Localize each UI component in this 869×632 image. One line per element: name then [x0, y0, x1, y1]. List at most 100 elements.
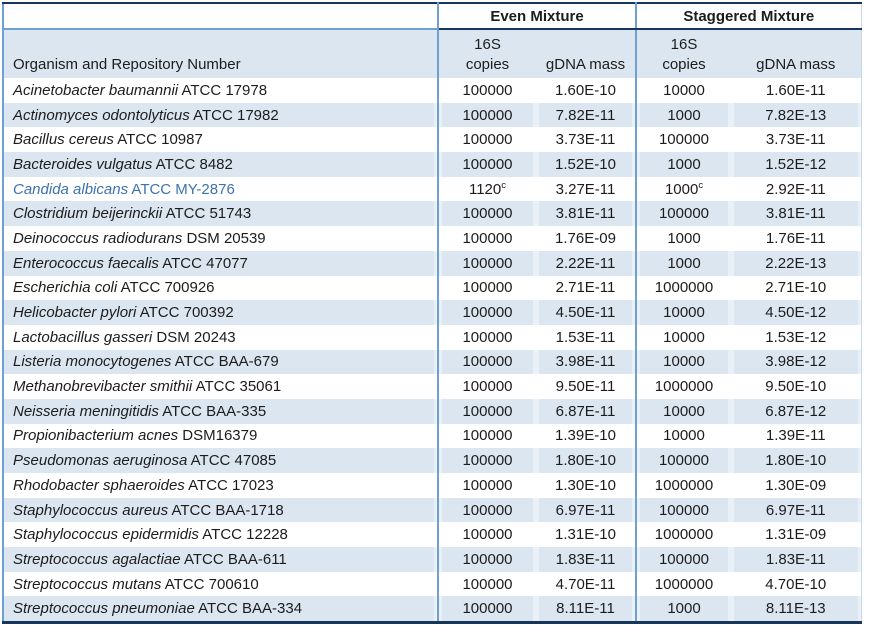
cell-value: 1.39E-11: [765, 427, 826, 445]
cell-value: 100000: [462, 452, 513, 470]
cell-value: 3.81E-11: [555, 205, 616, 223]
even-copies-cell: 100000: [437, 275, 536, 301]
table-row: Deinococcus radiodurans DSM 20539 100000 1…: [3, 226, 861, 251]
table-row: Streptococcus mutans ATCC 700610 100000 4.…: [3, 571, 861, 597]
organism-name: Staphylococcus epidermidis: [13, 526, 199, 544]
even-copies-cell: 100000: [437, 423, 536, 449]
even-gdna-cell: 6.87E-11: [536, 398, 636, 424]
cell-value: 100000: [462, 575, 513, 593]
staggered-copies-cell: 10000: [635, 78, 731, 103]
staggered-gdna-cell: 1.31E-09: [731, 522, 861, 547]
cell-value: 1.76E-09: [555, 229, 616, 247]
even-copies-cell: 100000: [437, 448, 536, 473]
even-gdna-cell: 3.27E-11: [536, 177, 636, 202]
staggered-copies-cell: 1000000: [635, 522, 731, 548]
staggered-gdna-cell: 4.70E-10: [731, 572, 861, 597]
staggered-gdna-cell: 4.50E-12: [731, 300, 861, 325]
repository-number: ATCC 47077: [162, 254, 248, 272]
repository-number: ATCC BAA-679: [174, 353, 279, 371]
table-row: Enterococcus faecalis ATCC 47077 100000 2.…: [3, 250, 861, 276]
repository-number: ATCC 700392: [139, 304, 234, 322]
even-copies-cell: 100000: [437, 324, 536, 350]
cell-value: 1000000: [654, 476, 714, 494]
copies-label: copies: [465, 55, 510, 73]
organism-cell: Methanobrevibacter smithii ATCC 35061: [3, 374, 438, 399]
staggered-gdna-cell: 1.80E-10: [731, 448, 861, 473]
staggered-gdna-cell: 1.83E-11: [731, 547, 861, 572]
table-row: Bacillus cereus ATCC 10987 100000 3.73E-11…: [3, 127, 861, 153]
repository-number: ATCC 17982: [193, 106, 279, 124]
cell-value: 3.27E-11: [555, 180, 616, 198]
cell-value: 7.82E-13: [765, 106, 827, 124]
table-row: Actinomyces odontolyticus ATCC 17982 1000…: [3, 102, 861, 128]
even-copies-cell: 100000: [437, 152, 536, 177]
even-gdna-cell: 1.83E-11: [536, 547, 636, 572]
even-gdna-cell: 2.22E-11: [536, 250, 636, 276]
cell-value: 4.50E-12: [765, 304, 827, 322]
cell-value: 1.30E-10: [555, 476, 616, 494]
cell-value: 4.70E-10: [765, 575, 827, 593]
repository-number: ATCC 10987: [117, 131, 203, 149]
cell-value: 3.81E-11: [765, 205, 826, 223]
cell-value: 8.11E-13: [765, 600, 826, 618]
gdna-mass-label: gDNA mass: [545, 55, 626, 73]
even-gdna-cell: 7.82E-11: [536, 102, 636, 128]
staggered-copies-cell: 1000000: [635, 275, 731, 301]
repository-number: DSM 20539: [186, 229, 266, 247]
cell-value: 1.76E-11: [765, 229, 826, 247]
staggered-gdna-cell: 1.39E-11: [731, 424, 861, 449]
organism-name: Deinococcus radiodurans: [13, 229, 183, 247]
organism-cell: Enterococcus faecalis ATCC 47077: [3, 250, 438, 276]
copies-label: copies: [662, 55, 706, 73]
organism-name: Escherichia coli: [13, 279, 118, 297]
staggered-copies-cell: 10000: [635, 349, 731, 375]
organism-name: Enterococcus faecalis: [13, 254, 159, 272]
cell-value: 1000000: [654, 279, 714, 297]
cell-value: 1000000: [654, 575, 714, 593]
organism-cell: Streptococcus mutans ATCC 700610: [3, 572, 438, 597]
group-header-even: Even Mixture: [437, 3, 636, 30]
cell-value: 6.97E-11: [765, 501, 826, 519]
staggered-copies-cell: 1000000: [635, 571, 731, 597]
organism-cell: Candida albicans ATCC MY-2876: [3, 177, 438, 202]
table-row: Escherichia coli ATCC 700926 100000 2.71E-…: [3, 275, 861, 301]
staggered-copies-cell: 100000: [635, 547, 731, 572]
cell-value: 1000: [667, 155, 701, 173]
cell-value: 3.98E-11: [555, 353, 616, 371]
table-row: Streptococcus pneumoniae ATCC BAA-334 100…: [3, 596, 861, 623]
cell-value: 1000: [667, 106, 701, 124]
table-row: Staphylococcus aureus ATCC BAA-1718 10000…: [3, 497, 861, 523]
organism-cell: Propionibacterium acnes DSM16379: [3, 424, 438, 449]
organism-cell: Neisseria meningitidis ATCC BAA-335: [3, 398, 438, 424]
cell-value: 1000: [667, 254, 701, 272]
even-gdna-cell: 1.80E-10: [536, 448, 636, 473]
organism-cell: Staphylococcus epidermidis ATCC 12228: [3, 522, 438, 547]
even-gdna-column-header: gDNA mass: [536, 29, 636, 78]
even-copies-cell: 100000: [437, 349, 536, 375]
repository-number: ATCC 12228: [202, 526, 288, 544]
organism-cell: Staphylococcus aureus ATCC BAA-1718: [3, 497, 438, 523]
organism-name: Rhodobacter sphaeroides: [13, 476, 185, 494]
staggered-copies-cell: 1000000: [635, 374, 731, 399]
organism-name: Pseudomonas aeruginosa: [13, 452, 188, 470]
cell-value: 100000: [462, 328, 513, 346]
even-copies-cell: 100000: [437, 226, 536, 251]
cell-value: 1000000: [654, 378, 714, 396]
cell-value: 1.52E-12: [765, 155, 827, 173]
repository-number: DSM16379: [182, 427, 258, 445]
organism-name: Methanobrevibacter smithii: [13, 378, 193, 396]
cell-value: 1.30E-09: [765, 476, 827, 494]
cell-value: 1.80E-10: [555, 452, 616, 470]
organism-cell: Bacteroides vulgatus ATCC 8482: [3, 152, 438, 177]
organism-name: Listeria monocytogenes: [13, 353, 172, 371]
staggered-gdna-cell: 2.71E-10: [731, 276, 861, 301]
cell-value: 2.22E-11: [555, 254, 616, 272]
repository-number: ATCC 8482: [155, 155, 233, 173]
table-row: Listeria monocytogenes ATCC BAA-679 10000…: [3, 349, 861, 375]
table-row: Acinetobacter baumannii ATCC 17978 100000…: [3, 78, 861, 103]
staggered-gdna-cell: 1.60E-11: [731, 78, 861, 103]
cell-value: 100000: [462, 81, 513, 99]
organism-name: Acinetobacter baumannii: [13, 81, 179, 99]
cell-value: 3.98E-12: [765, 353, 827, 371]
even-gdna-cell: 3.98E-11: [536, 349, 636, 375]
